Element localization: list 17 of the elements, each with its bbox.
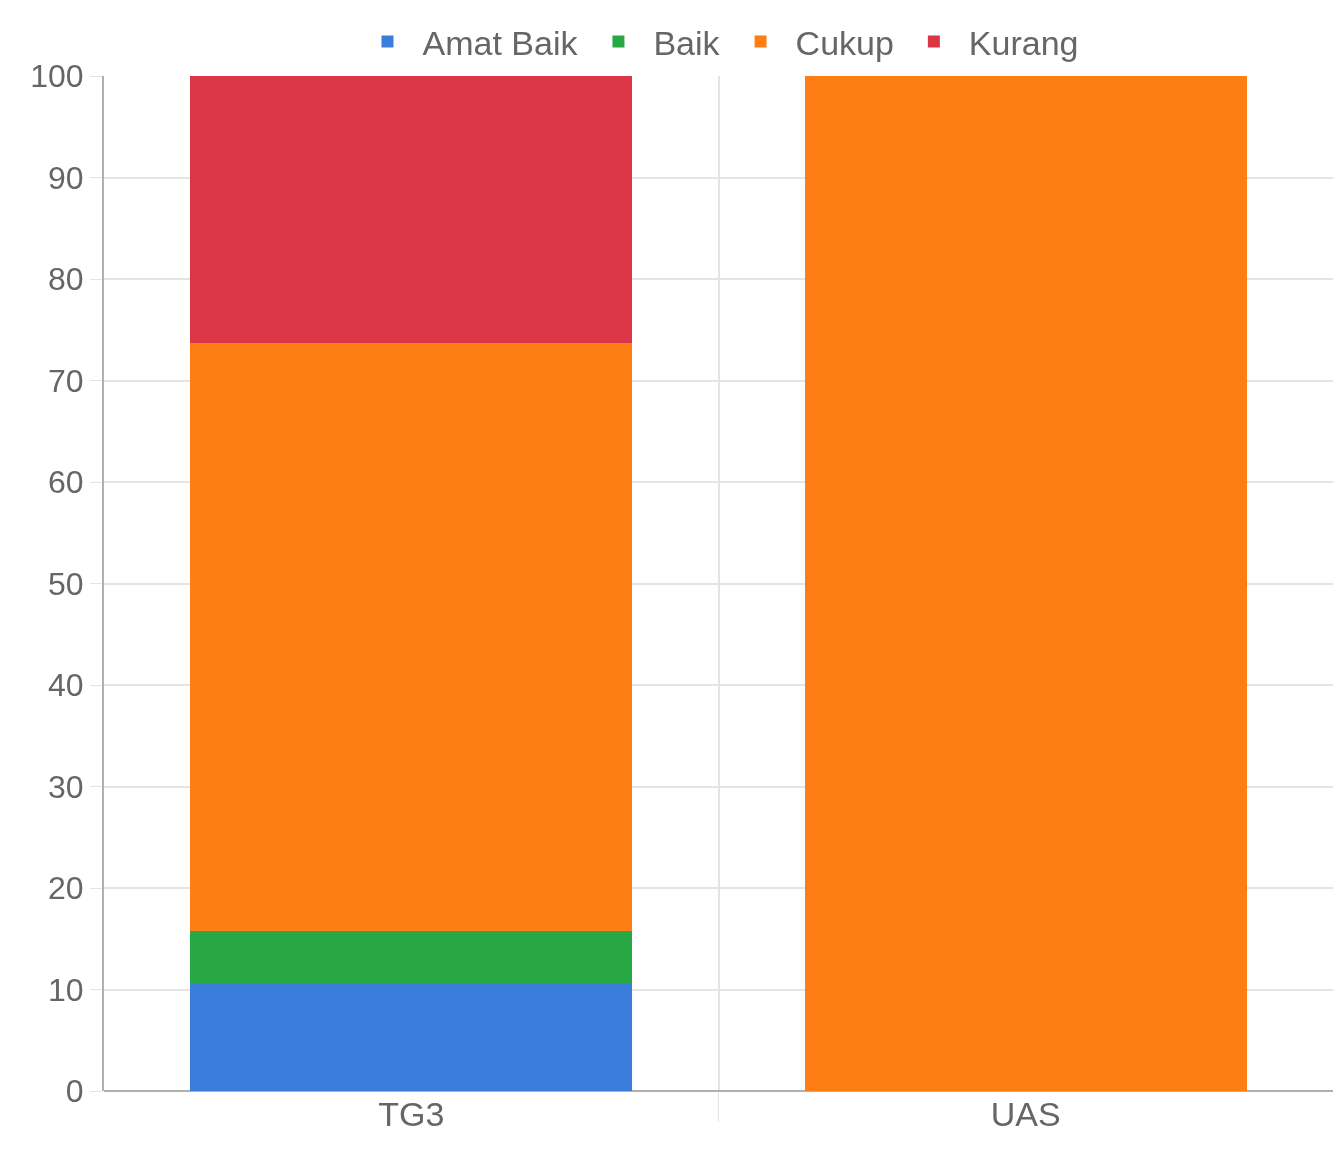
y-tick-label: 100 xyxy=(30,58,84,95)
legend-label: Cukup xyxy=(795,23,894,62)
y-tick-label: 80 xyxy=(48,261,84,298)
y-tick-label: 20 xyxy=(48,870,84,907)
y-tick-label: 50 xyxy=(48,565,84,602)
y-tick-label: 60 xyxy=(48,464,84,501)
y-tick-label: 0 xyxy=(65,1073,84,1110)
y-tick-label: 10 xyxy=(48,971,84,1008)
legend-label: Amat Baik xyxy=(422,23,579,62)
y-tick-label: 30 xyxy=(48,768,84,805)
x-tick-label: TG3 xyxy=(378,1095,445,1133)
x-tick-label: UAS xyxy=(990,1095,1061,1133)
y-tick-label: 40 xyxy=(48,667,84,704)
legend-label: Baik xyxy=(653,23,721,62)
y-tick-label: 70 xyxy=(48,362,84,399)
legend-label: Kurang xyxy=(968,23,1079,62)
y-tick-label: 90 xyxy=(48,159,84,196)
